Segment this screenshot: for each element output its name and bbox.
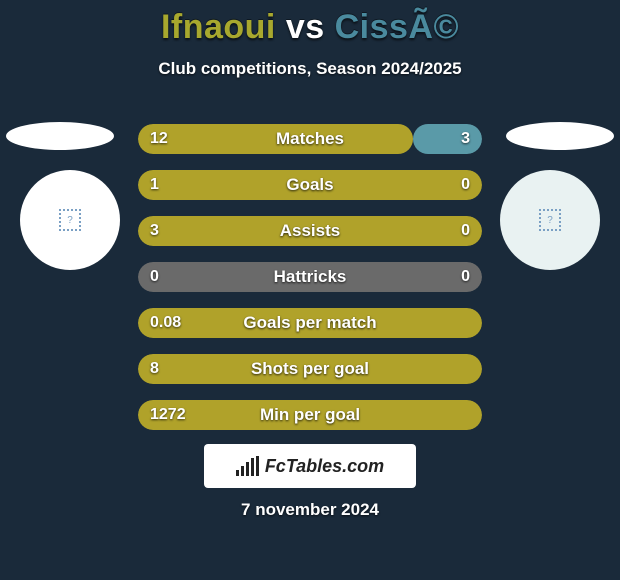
subtitle-text: Club competitions, Season 2024/2025 <box>0 59 620 79</box>
source-logo: FcTables.com <box>204 444 416 488</box>
logo-text: FcTables.com <box>265 456 384 477</box>
stat-bars-container: 123Matches 10Goals 30Assists 00Hattricks 0.0… <box>138 124 482 446</box>
stat-row: 1272Min per goal <box>138 400 482 430</box>
bar-chart-icon <box>236 456 259 476</box>
footer-date: 7 november 2024 <box>0 500 620 520</box>
image-placeholder-icon: ? <box>539 209 561 231</box>
stat-label: Hattricks <box>138 262 482 292</box>
image-placeholder-icon: ? <box>59 209 81 231</box>
stat-row: 0.08Goals per match <box>138 308 482 338</box>
stat-row: 30Assists <box>138 216 482 246</box>
player-right-name: CissÃ© <box>335 8 459 46</box>
stat-row: 123Matches <box>138 124 482 154</box>
avatar-top-right <box>506 122 614 150</box>
stat-label: Shots per goal <box>138 354 482 384</box>
stat-row: 10Goals <box>138 170 482 200</box>
stat-label: Assists <box>138 216 482 246</box>
player-left-name: Ifnaoui <box>161 8 276 46</box>
stat-label: Min per goal <box>138 400 482 430</box>
vs-text: vs <box>276 8 335 46</box>
stat-row: 00Hattricks <box>138 262 482 292</box>
stat-label: Matches <box>138 124 482 154</box>
stat-label: Goals <box>138 170 482 200</box>
avatar-mid-left: ? <box>20 170 120 270</box>
stat-label: Goals per match <box>138 308 482 338</box>
stat-row: 8Shots per goal <box>138 354 482 384</box>
avatar-mid-right: ? <box>500 170 600 270</box>
avatar-top-left <box>6 122 114 150</box>
comparison-title: Ifnaoui vs CissÃ© <box>0 0 620 47</box>
